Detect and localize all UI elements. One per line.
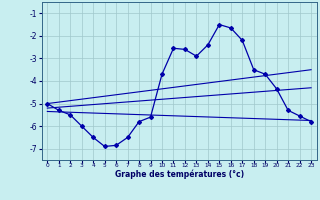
X-axis label: Graphe des températures (°c): Graphe des températures (°c) (115, 170, 244, 179)
